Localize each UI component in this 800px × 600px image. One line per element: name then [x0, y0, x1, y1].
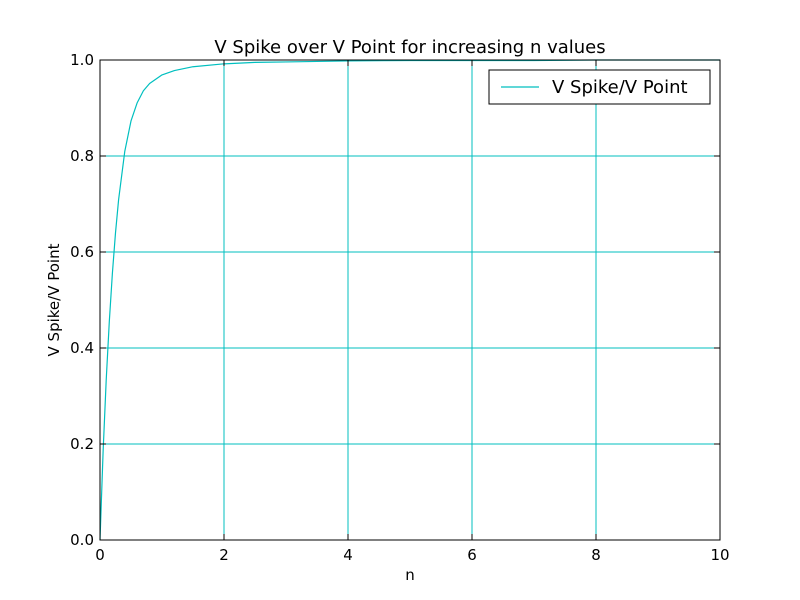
x-tick-label: 6 — [467, 546, 477, 564]
x-tick-label: 8 — [591, 546, 601, 564]
y-tick-label: 0.6 — [70, 243, 94, 261]
y-tick-label: 0.2 — [70, 435, 94, 453]
x-tick-label: 4 — [343, 546, 353, 564]
plot-frame — [99, 59, 721, 541]
x-tick-label: 2 — [219, 546, 229, 564]
x-tick-label: 0 — [95, 546, 105, 564]
grid — [99, 59, 721, 541]
ticks: 0 2 4 6 8 10 0.0 0.2 0.4 0.6 0.8 1.0 — [70, 51, 729, 564]
y-tick-label: 1.0 — [70, 51, 94, 69]
y-tick-label: 0.4 — [70, 339, 94, 357]
legend: V Spike/V Point — [488, 69, 711, 105]
series-line — [99, 59, 720, 541]
chart-title: V Spike over V Point for increasing n va… — [214, 37, 605, 58]
y-tick-label: 0.0 — [70, 531, 94, 549]
legend-label: V Spike/V Point — [552, 77, 688, 98]
x-tick-label: 10 — [710, 546, 729, 564]
y-tick-label: 0.8 — [70, 147, 94, 165]
x-axis-label: n — [405, 566, 415, 584]
series-layer — [99, 59, 720, 541]
y-axis-label: V Spike/V Point — [45, 243, 63, 356]
